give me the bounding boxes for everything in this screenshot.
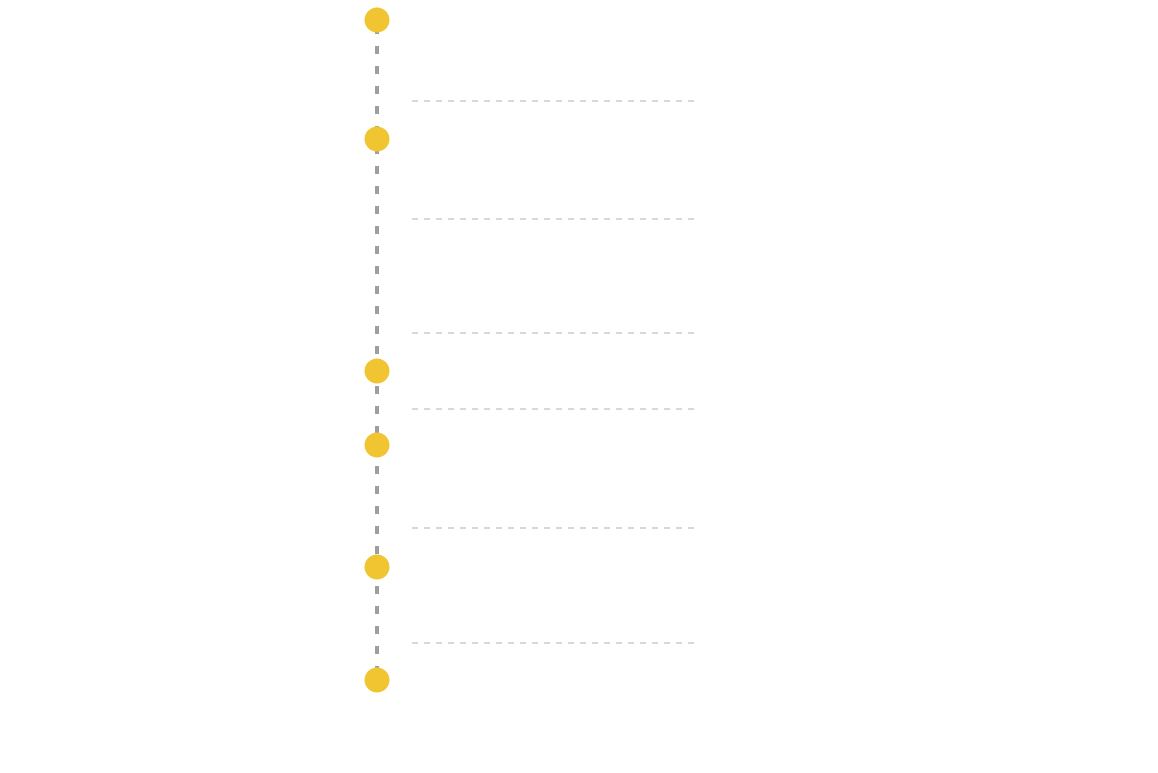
timeline-dot — [364, 126, 390, 152]
timeline-dot — [364, 358, 390, 384]
timeline-dot — [364, 554, 390, 580]
timeline-dot — [364, 7, 390, 33]
timeline-dot — [364, 667, 390, 693]
timeline-dot — [364, 432, 390, 458]
